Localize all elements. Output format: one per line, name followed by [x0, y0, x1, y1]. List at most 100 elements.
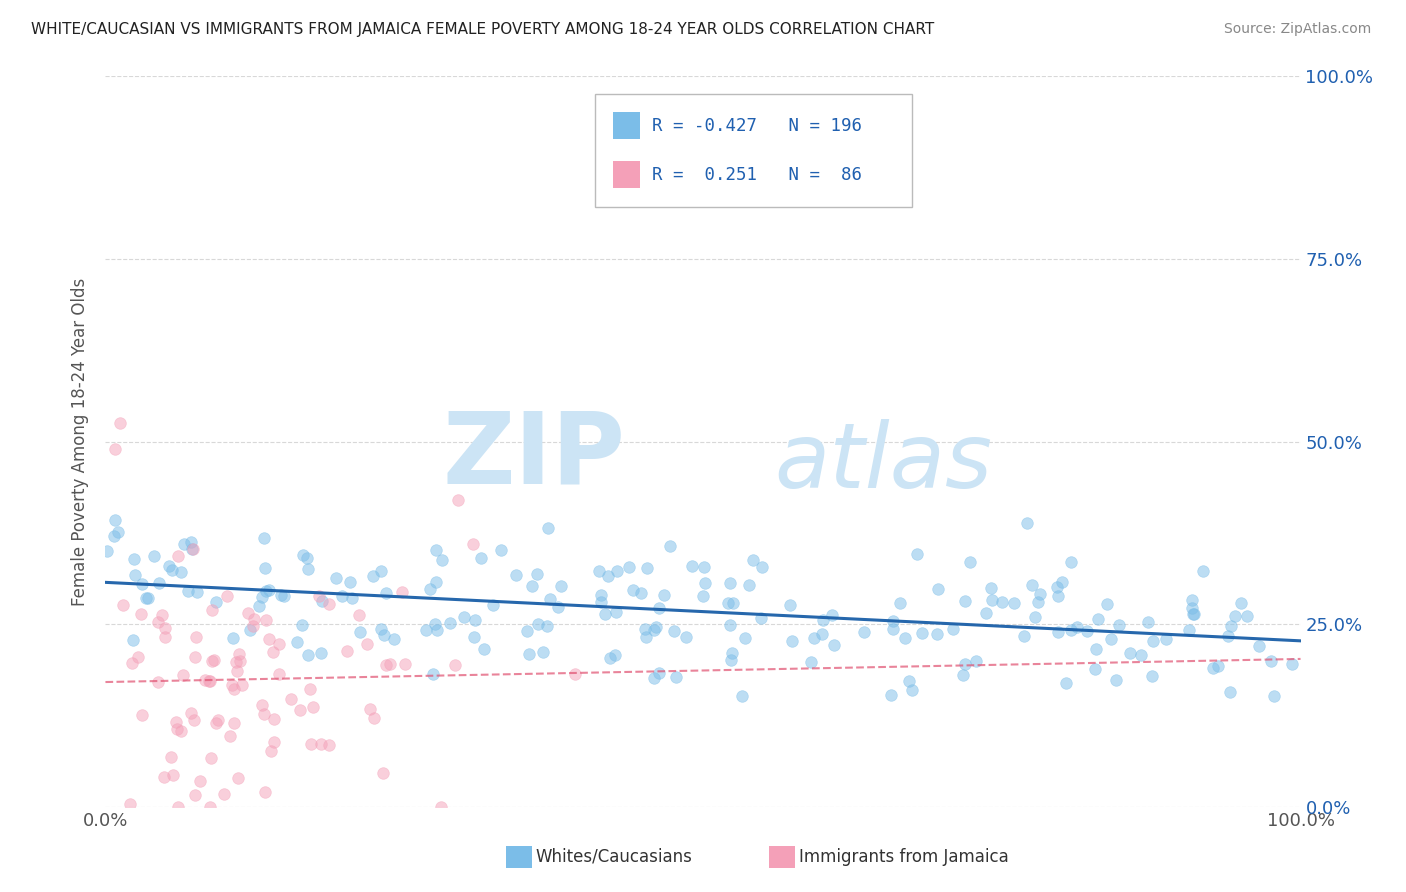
- Point: [186, 585, 208, 599]
- Point: [1024, 610, 1046, 624]
- Point: [215, 589, 238, 603]
- Point: [173, 537, 195, 551]
- Point: [243, 612, 266, 626]
- Point: [382, 632, 405, 646]
- Point: [205, 716, 228, 731]
- FancyBboxPatch shape: [506, 846, 531, 868]
- Point: [470, 551, 492, 566]
- Point: [439, 616, 461, 631]
- Point: [1021, 577, 1043, 591]
- Point: [148, 575, 170, 590]
- Point: [522, 579, 544, 593]
- Point: [425, 617, 447, 632]
- Point: [803, 631, 825, 645]
- Point: [336, 644, 359, 658]
- Point: [291, 618, 314, 632]
- Point: [285, 635, 308, 649]
- Point: [380, 657, 402, 671]
- Point: [894, 631, 917, 645]
- Point: [463, 630, 485, 644]
- Point: [349, 608, 371, 623]
- Point: [263, 712, 285, 726]
- Point: [540, 591, 562, 606]
- Point: [643, 624, 665, 638]
- Point: [645, 620, 668, 634]
- Point: [596, 569, 619, 583]
- Point: [693, 559, 716, 574]
- Point: [1087, 612, 1109, 626]
- Point: [880, 688, 903, 702]
- Point: [165, 714, 187, 729]
- Point: [131, 577, 153, 591]
- Point: [636, 561, 658, 575]
- Point: [330, 589, 353, 603]
- Point: [901, 683, 924, 698]
- Point: [1054, 676, 1077, 690]
- Point: [991, 594, 1014, 608]
- Point: [1099, 632, 1122, 647]
- Point: [905, 547, 928, 561]
- Point: [952, 667, 974, 681]
- Point: [717, 597, 740, 611]
- Point: [1142, 634, 1164, 648]
- Point: [231, 678, 253, 692]
- Text: Whites/Caucasians: Whites/Caucasians: [536, 848, 693, 866]
- Point: [1230, 596, 1253, 610]
- Point: [104, 513, 127, 527]
- Point: [253, 531, 276, 545]
- Point: [721, 596, 744, 610]
- Point: [491, 542, 513, 557]
- Point: [537, 521, 560, 535]
- Point: [273, 589, 295, 603]
- Point: [371, 766, 394, 780]
- Point: [593, 607, 616, 622]
- Point: [619, 560, 641, 574]
- Point: [254, 785, 277, 799]
- Point: [1154, 632, 1177, 646]
- Point: [339, 574, 361, 589]
- Point: [1181, 600, 1204, 615]
- Point: [1220, 619, 1243, 633]
- Point: [311, 594, 333, 608]
- Point: [643, 671, 665, 685]
- Point: [166, 800, 188, 814]
- Point: [630, 586, 652, 600]
- Point: [811, 613, 834, 627]
- Point: [184, 630, 207, 644]
- Point: [297, 562, 319, 576]
- Point: [731, 690, 754, 704]
- Point: [359, 702, 381, 716]
- Point: [254, 584, 277, 599]
- Point: [741, 553, 763, 567]
- Point: [634, 630, 657, 644]
- Point: [252, 698, 274, 713]
- Point: [207, 713, 229, 727]
- FancyBboxPatch shape: [613, 112, 640, 139]
- Point: [1060, 555, 1083, 569]
- Point: [180, 542, 202, 557]
- Point: [184, 650, 207, 665]
- Point: [633, 622, 655, 636]
- Point: [308, 589, 330, 603]
- Point: [153, 621, 176, 635]
- Point: [146, 674, 169, 689]
- Text: WHITE/CAUCASIAN VS IMMIGRANTS FROM JAMAICA FEMALE POVERTY AMONG 18-24 YEAR OLDS : WHITE/CAUCASIAN VS IMMIGRANTS FROM JAMAI…: [31, 22, 934, 37]
- Point: [253, 707, 276, 722]
- Point: [177, 584, 200, 599]
- Point: [118, 797, 141, 811]
- Point: [340, 591, 363, 605]
- Point: [526, 617, 548, 632]
- Point: [104, 442, 127, 456]
- Point: [254, 613, 277, 627]
- Point: [325, 571, 347, 585]
- Point: [356, 638, 378, 652]
- Point: [1105, 673, 1128, 688]
- Point: [242, 619, 264, 633]
- Point: [127, 650, 149, 665]
- Point: [910, 625, 932, 640]
- Point: [1046, 625, 1069, 640]
- Point: [226, 771, 249, 785]
- Point: [662, 624, 685, 638]
- Point: [953, 657, 976, 671]
- Point: [965, 654, 987, 668]
